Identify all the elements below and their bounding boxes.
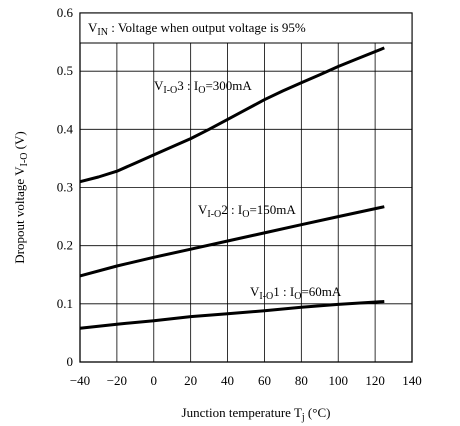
x-tick-label: −20 <box>107 373 127 388</box>
x-tick-labels: −40 −20 0 20 40 60 80 100 120 140 <box>70 373 422 388</box>
note-post: : Voltage when output voltage is 95% <box>108 20 306 35</box>
x-tick-label: 0 <box>151 373 158 388</box>
x-tick-label: 40 <box>221 373 234 388</box>
note-text: VIN : Voltage when output voltage is 95% <box>88 20 306 38</box>
note-box <box>79 12 413 44</box>
x-axis-label-main: Junction temperature T <box>182 405 302 420</box>
x-axis-label: Junction temperature Tj (°C) <box>182 405 331 423</box>
x-axis-label-unit: (°C) <box>305 405 331 420</box>
series-label-post: =60mA <box>301 284 341 299</box>
y-tick-label: 0.3 <box>57 180 73 195</box>
series-label-sub: I-O <box>207 209 221 220</box>
x-tick-label: 140 <box>402 373 422 388</box>
series-label-post: =150mA <box>249 202 296 217</box>
y-tick-label: 0.2 <box>57 238 73 253</box>
y-axis-label-unit: (V) <box>12 131 27 152</box>
note-pre: V <box>88 20 98 35</box>
series-label-post: =300mA <box>205 78 252 93</box>
x-tick-label: 80 <box>295 373 308 388</box>
series-line-60ma <box>79 300 385 330</box>
series-label-main: V <box>154 78 164 93</box>
y-tick-label: 0.6 <box>57 5 74 20</box>
y-axis-label: Dropout voltage VI-O (V) <box>12 131 30 263</box>
series-label-sub2: O <box>242 209 249 220</box>
series-line-300ma <box>79 46 385 184</box>
series-label-main: V <box>198 202 208 217</box>
series-label-sub: I-O <box>163 85 177 96</box>
y-axis-label-sub: I-O <box>19 153 30 167</box>
grid-lines <box>80 13 412 362</box>
series-label-num: 3 : I <box>177 78 198 93</box>
series-label-sub2: O <box>294 291 301 302</box>
series-label-num: 1 : I <box>273 284 294 299</box>
y-axis-label-main: Dropout voltage V <box>12 166 27 264</box>
series-label-main: V <box>250 284 260 299</box>
series-label-300ma: VI-O3 : IO=300mA <box>154 78 252 96</box>
x-tick-label: 20 <box>184 373 197 388</box>
series-label-num: 2 : I <box>221 202 242 217</box>
y-tick-labels: 0 0.1 0.2 0.3 0.4 0.5 0.6 <box>57 5 74 369</box>
x-tick-label: −40 <box>70 373 90 388</box>
y-tick-label: 0.5 <box>57 63 73 78</box>
x-tick-label: 100 <box>328 373 348 388</box>
series-label-sub: I-O <box>259 291 273 302</box>
note-sub: IN <box>97 27 108 38</box>
series-layer <box>79 46 385 330</box>
series-label-150ma: VI-O2 : IO=150mA <box>198 202 296 220</box>
y-tick-label: 0.4 <box>57 121 74 136</box>
x-tick-label: 60 <box>258 373 271 388</box>
series-line-150ma <box>79 205 385 278</box>
x-axis-label-sub: j <box>301 412 305 423</box>
series-label-60ma: VI-O1 : IO=60mA <box>250 284 342 302</box>
x-tick-label: 120 <box>365 373 385 388</box>
y-tick-label: 0 <box>67 354 74 369</box>
y-tick-label: 0.1 <box>57 296 73 311</box>
series-label-sub2: O <box>198 85 205 96</box>
